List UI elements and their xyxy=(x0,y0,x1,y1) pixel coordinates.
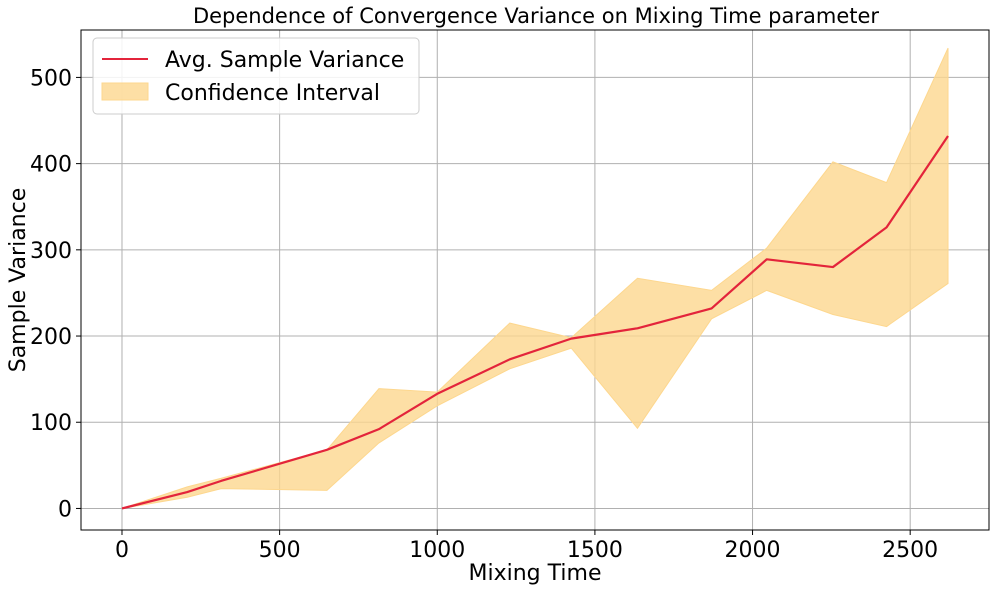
avg-variance-line xyxy=(121,135,949,510)
x-tick-label: 500 xyxy=(259,538,301,563)
y-tick-label: 100 xyxy=(30,411,72,436)
x-tick-label: 2500 xyxy=(882,538,938,563)
confidence-band xyxy=(121,47,949,509)
x-tick-label: 1000 xyxy=(409,538,465,563)
y-tick-label: 300 xyxy=(30,239,72,264)
y-tick-label: 0 xyxy=(58,497,72,522)
x-axis-title: Mixing Time xyxy=(469,561,602,586)
y-tick-label: 400 xyxy=(30,153,72,178)
y-axis-title: Sample Variance xyxy=(6,188,31,373)
line-layer xyxy=(121,135,949,510)
y-tick-label: 200 xyxy=(30,325,72,350)
chart-title: Dependence of Convergence Variance on Mi… xyxy=(193,4,879,28)
x-tick-label: 1500 xyxy=(567,538,623,563)
x-axis: 0 500 1000 1500 2000 2500 xyxy=(115,530,938,563)
y-tick-label: 500 xyxy=(30,66,72,91)
legend-label-band: Confidence Interval xyxy=(165,81,380,106)
x-tick-label: 0 xyxy=(115,538,129,563)
legend-label-line: Avg. Sample Variance xyxy=(165,48,404,73)
legend-box xyxy=(92,37,420,115)
legend: Avg. Sample Variance Confidence Interval xyxy=(92,37,420,115)
plot-frame xyxy=(80,29,990,531)
legend-band-swatch xyxy=(101,82,149,101)
confidence-band-layer xyxy=(121,47,949,509)
y-axis: 0 100 200 300 400 500 xyxy=(30,66,81,522)
x-tick-label: 2000 xyxy=(725,538,781,563)
